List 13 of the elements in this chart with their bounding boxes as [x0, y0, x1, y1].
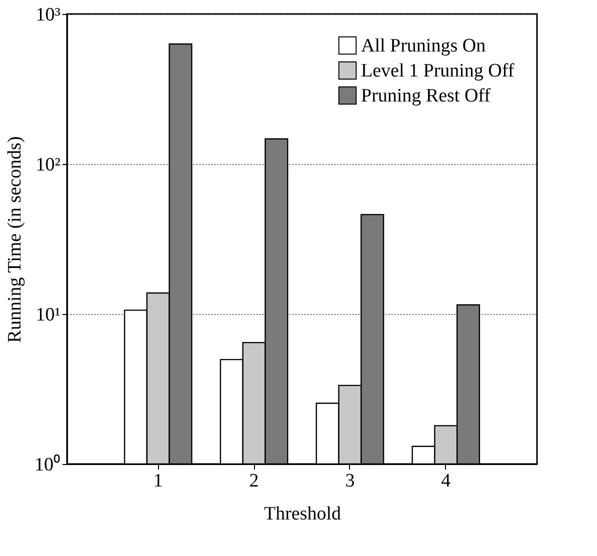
x-tick-label: 2	[249, 470, 259, 492]
x-tick-label: 3	[345, 470, 355, 492]
y-axis-title: Running Time (in seconds)	[4, 136, 26, 343]
legend-label: All Prunings On	[361, 36, 486, 56]
y-tick-label: 10⁰	[34, 454, 60, 476]
x-axis-title: Threshold	[264, 504, 342, 524]
y-tick-label: 10¹	[36, 304, 61, 326]
x-tick-label: 4	[441, 470, 452, 492]
legend-label: Pruning Rest Off	[361, 86, 492, 106]
y-tick-label: 10²	[36, 154, 61, 176]
y-tick-label: 10³	[36, 4, 61, 26]
legend-label: Level 1 Pruning Off	[361, 60, 515, 82]
x-tick-label: 1	[153, 470, 163, 492]
